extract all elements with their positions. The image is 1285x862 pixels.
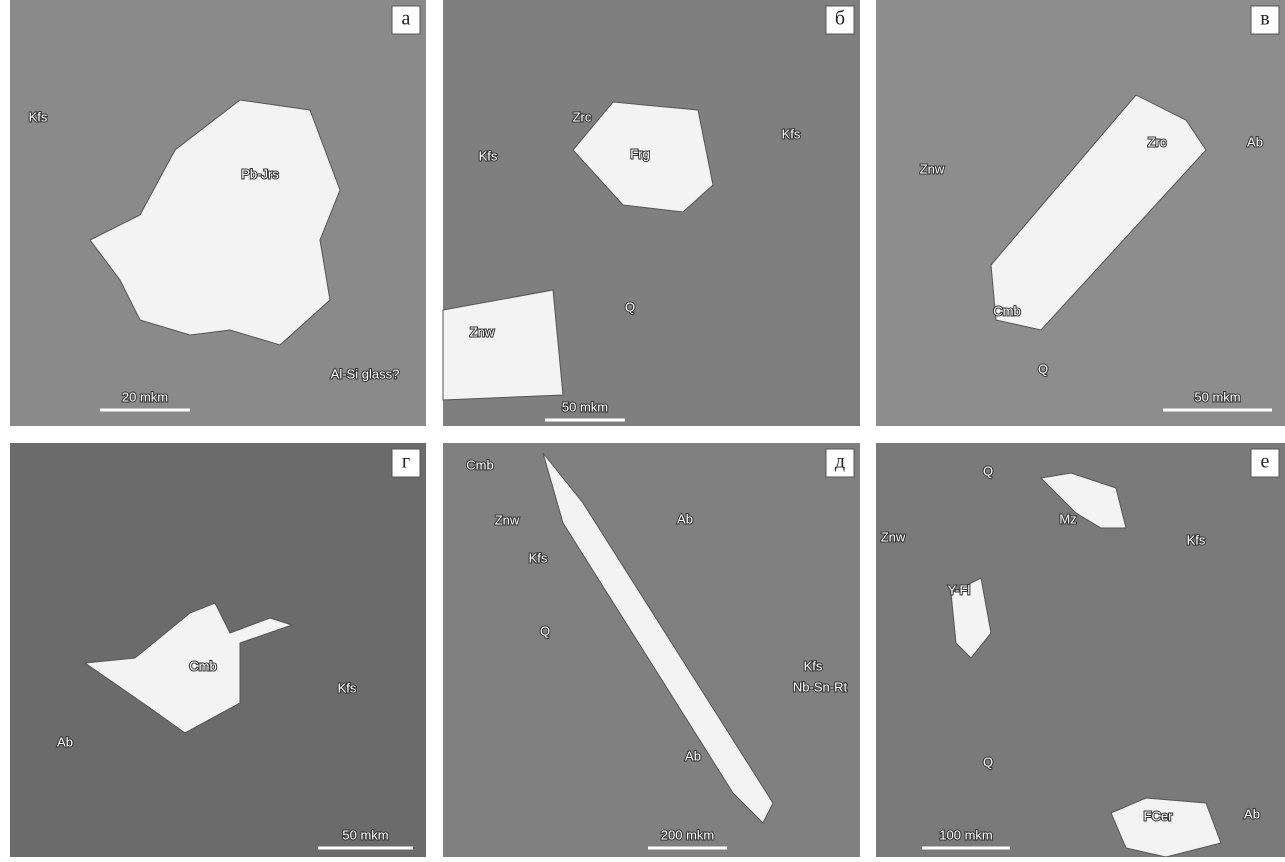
mineral-label: Cmb bbox=[466, 457, 493, 472]
mineral-label: Zrc bbox=[1148, 134, 1167, 149]
panel: е Q Znw Mz Kfs Y-Fl Q FCer Ab 100 mkm bbox=[876, 443, 1285, 857]
scale-label: 50 mkm bbox=[1194, 389, 1240, 404]
mineral-label: Zrc bbox=[573, 109, 592, 124]
panel: в Zrc Ab Znw Cmb Q 50 mkm bbox=[876, 0, 1285, 426]
mineral-label: Cmb bbox=[993, 303, 1020, 318]
scale-label: 20 mkm bbox=[122, 389, 168, 404]
mineral-label: Mz bbox=[1059, 511, 1076, 526]
mineral-label: Kfs bbox=[782, 126, 801, 141]
panel: г Cmb Ab Kfs 50 mkm bbox=[10, 443, 426, 857]
mineral-label: Ab bbox=[1247, 134, 1263, 149]
panel: б Zrc Frg Kfs Kfs Q Znw 50 mkm bbox=[443, 0, 860, 426]
mineral-label: Znw bbox=[920, 161, 945, 176]
mineral-label: Q bbox=[983, 754, 993, 769]
mineral-label: Kfs bbox=[338, 680, 357, 695]
mineral-label: Znw bbox=[881, 529, 906, 544]
mineral-label: Ab bbox=[677, 511, 693, 526]
scale-label: 200 mkm bbox=[661, 827, 714, 842]
mineral-label: Pb-Jrs bbox=[241, 166, 279, 181]
scale-label: 50 mkm bbox=[342, 827, 388, 842]
panel: а Kfs Pb-Jrs Al-Si glass? 20 mkm bbox=[10, 0, 426, 426]
panel-letter: г bbox=[402, 451, 410, 473]
figure: а Kfs Pb-Jrs Al-Si glass? 20 mkm б Zrc Frg Kfs Kf… bbox=[0, 0, 1285, 857]
mineral-label: Ab bbox=[685, 748, 701, 763]
mineral-label: Q bbox=[983, 463, 993, 478]
mineral-label: Ab bbox=[57, 734, 73, 749]
mineral-label: Frg bbox=[630, 146, 650, 161]
scale-label: 100 mkm bbox=[939, 827, 992, 842]
mineral-label: FCer bbox=[1144, 808, 1174, 823]
mineral-label: Nb-Sn-Rt bbox=[793, 679, 848, 694]
scale-label: 50 mkm bbox=[562, 399, 608, 414]
panel-letter: б bbox=[835, 8, 845, 30]
panel-letter: в bbox=[1260, 8, 1269, 30]
mineral-label: Kfs bbox=[804, 658, 823, 673]
panel-letter: е bbox=[1261, 451, 1270, 473]
mineral-label: Q bbox=[625, 299, 635, 314]
mineral-label: Znw bbox=[495, 512, 520, 527]
panel-letter: а bbox=[402, 8, 411, 30]
mineral-label: Y-Fl bbox=[948, 582, 971, 597]
mineral-label: Kfs bbox=[479, 148, 498, 163]
mineral-label: Q bbox=[540, 623, 550, 638]
mineral-label: Cmb bbox=[189, 658, 216, 673]
panel-letter: д bbox=[835, 451, 845, 473]
mineral-label: Q bbox=[1038, 361, 1048, 376]
mineral-label: Ab bbox=[1244, 806, 1260, 821]
mineral-label: Kfs bbox=[29, 109, 48, 124]
mineral-label: Znw bbox=[470, 324, 495, 339]
mineral-label: Kfs bbox=[1187, 532, 1206, 547]
mineral-label: Al-Si glass? bbox=[331, 366, 400, 381]
mineral-label: Kfs bbox=[529, 550, 548, 565]
grain bbox=[443, 290, 563, 400]
panel: д Cmb Znw Ab Kfs Q Kfs Nb-Sn-Rt Ab 200 mkm bbox=[443, 443, 860, 857]
